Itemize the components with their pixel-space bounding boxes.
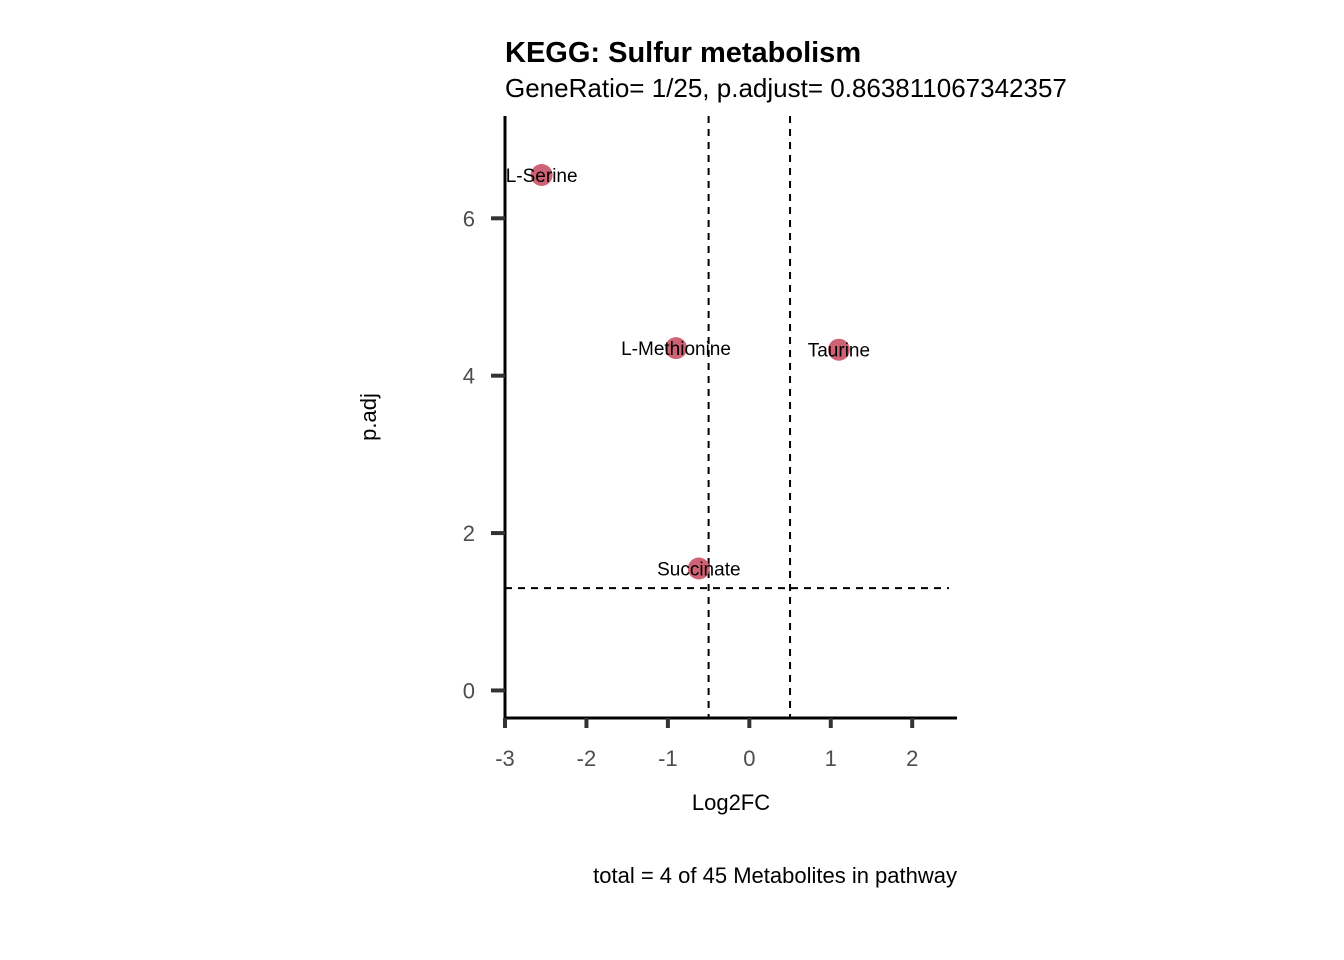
y-tick-label: 2 (463, 521, 475, 546)
x-tick-label: -2 (577, 746, 597, 771)
point-label: L-Methionine (621, 339, 731, 360)
y-tick-label: 4 (463, 364, 475, 389)
data-point (530, 164, 553, 187)
x-tick-label: -1 (658, 746, 678, 771)
point-label: L-Serine (506, 166, 578, 187)
data-point (665, 337, 688, 360)
x-tick-label: 1 (825, 746, 837, 771)
y-axis-title: p.adj (356, 393, 381, 441)
x-axis-title: Log2FC (692, 790, 770, 815)
point-label: Succinate (657, 559, 740, 580)
x-tick-label: -3 (495, 746, 515, 771)
x-tick-label: 2 (906, 746, 918, 771)
chart-caption: total = 4 of 45 Metabolites in pathway (593, 863, 957, 888)
x-tick-label: 0 (743, 746, 755, 771)
data-point (827, 338, 850, 361)
point-label: Taurine (808, 341, 870, 362)
y-tick-label: 6 (463, 206, 475, 231)
y-tick-label: 0 (463, 678, 475, 703)
plot-area: -3 -2 -1 0 1 2 0 2 4 6 L-Serine L-Methionine Taurine… (463, 116, 957, 771)
chart-title: KEGG: Sulfur metabolism (505, 37, 861, 69)
data-point (687, 557, 710, 580)
chart-subtitle: GeneRatio= 1/25, p.adjust= 0.86381106734… (505, 73, 1067, 103)
